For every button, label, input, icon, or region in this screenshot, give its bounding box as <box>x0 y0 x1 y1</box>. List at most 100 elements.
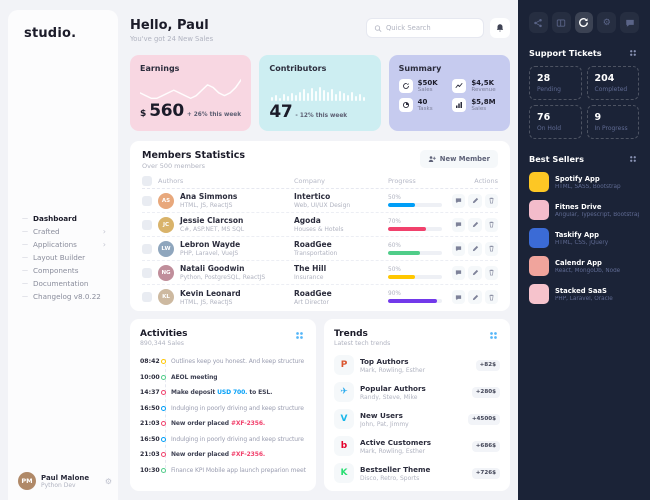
activities-menu-button[interactable] <box>293 329 306 342</box>
action-edit-button[interactable] <box>468 241 482 256</box>
bestseller-item: Stacked SaaS PHP, Laravel, Oracle <box>529 284 639 304</box>
sidebar-item-applications[interactable]: — Applications › <box>22 238 112 251</box>
tickets-menu-button[interactable] <box>627 47 639 59</box>
summary-grid: $50K Sales $4,5K Revenue 40 Tasks $5,8M Sale… <box>398 79 500 112</box>
action-message-button[interactable] <box>452 241 466 256</box>
row-checkbox[interactable] <box>142 219 152 230</box>
sidebar-item-label: Components <box>33 266 79 275</box>
sidebar-item-components[interactable]: — Components <box>22 264 112 277</box>
avatar: KL <box>158 289 174 305</box>
action-delete-button[interactable] <box>484 193 498 208</box>
activity-link[interactable]: USD 700. <box>217 389 248 397</box>
summary-label: Revenue <box>471 87 496 93</box>
sidebar-item-layout-builder[interactable]: — Layout Builder <box>22 251 112 264</box>
dash-icon: — <box>22 293 28 300</box>
summary-item: $4,5K Revenue <box>452 79 500 93</box>
action-message-button[interactable] <box>452 290 466 304</box>
activity-text: Make deposit USD 700. to ESL. <box>171 389 272 396</box>
row-checkbox[interactable] <box>142 195 152 206</box>
profile-name: Paul Malone <box>41 473 90 482</box>
bestseller-item: Taskify App HTML, CSS, jQuery <box>529 228 639 248</box>
progress-label: 50% <box>388 194 401 201</box>
progress-bar <box>388 274 415 279</box>
action-delete-button[interactable] <box>484 241 498 256</box>
sidebar-item-label: Layout Builder <box>33 253 86 262</box>
author-cell: JC Jessie Clarcson C#, ASP.NET, MS SQL <box>158 216 294 233</box>
bestsellers-header: Best Sellers <box>529 153 639 165</box>
sidebar-item-documentation[interactable]: — Documentation <box>22 277 112 290</box>
search-input[interactable] <box>385 24 476 32</box>
table-header: Authors Company Progress Actions <box>142 174 498 189</box>
action-message-button[interactable] <box>452 193 466 208</box>
summary-label: Sales <box>417 87 433 93</box>
notifications-button[interactable] <box>490 18 510 38</box>
icon-glyph: V <box>340 414 348 424</box>
ticket-count: 9 <box>594 112 602 123</box>
dash-icon: — <box>22 254 28 261</box>
activities-title: Activities <box>140 329 188 339</box>
sidebar-item-crafted[interactable]: — Crafted › <box>22 225 112 238</box>
product-title[interactable]: Stacked SaaS <box>555 286 607 295</box>
panel-tab-layout[interactable] <box>551 12 571 33</box>
company-cell: Intertico Web, UI/UX Design <box>294 192 388 209</box>
action-edit-button[interactable] <box>468 265 482 280</box>
profile-settings-button[interactable]: ⚙ <box>105 477 112 486</box>
action-delete-button[interactable] <box>484 290 498 304</box>
product-title[interactable]: Calendr App <box>555 258 602 267</box>
row-checkbox[interactable] <box>142 267 152 278</box>
earnings-value: $ 560 + 26% this week <box>140 101 241 121</box>
progress-cell: 90% <box>388 291 452 303</box>
action-edit-button[interactable] <box>468 217 482 232</box>
panel-tab-share[interactable] <box>529 12 548 33</box>
company-industry: Houses & Hotels <box>294 226 344 233</box>
avatar: AS <box>158 192 174 209</box>
product-title[interactable]: Spotify App <box>555 174 600 183</box>
trend-subtitle: Mark, Rowling, Esther <box>360 447 426 455</box>
action-edit-button[interactable] <box>468 290 482 304</box>
sidebar-item-dashboard[interactable]: — Dashboard <box>22 212 112 225</box>
trend-badge: +280$ <box>471 386 500 398</box>
avatar-initials: AS <box>161 197 171 204</box>
action-delete-button[interactable] <box>484 265 498 280</box>
trend-item: ✈ Popular Authors Randy, Steve, Mike +280… <box>334 382 500 402</box>
contributors-barchart <box>269 77 370 101</box>
action-edit-button[interactable] <box>468 193 482 208</box>
sidebar-item-changelog[interactable]: — Changelog v8.0.22 <box>22 290 112 303</box>
new-member-button[interactable]: New Member <box>419 150 498 168</box>
avatar: PM <box>18 472 36 490</box>
product-title[interactable]: Taskify App <box>555 230 599 239</box>
sidebar-item-label: Changelog v8.0.22 <box>33 292 101 301</box>
panel-tab-settings[interactable]: ⚙ <box>597 12 617 33</box>
activity-link[interactable]: #XF-2356. <box>230 451 266 459</box>
select-all-checkbox[interactable] <box>142 176 152 186</box>
summary-label: Tasks <box>417 106 433 112</box>
activities-card: Activities 890,344 Sales 08:42 Outlines k… <box>130 319 316 491</box>
product-title[interactable]: Fitnes Drive <box>555 202 602 211</box>
row-checkbox[interactable] <box>142 243 152 254</box>
activity-time: 08:42 <box>140 358 160 366</box>
summary-item: $50K Sales <box>398 79 447 93</box>
trends-menu-button[interactable] <box>487 329 500 342</box>
company-name: Intertico <box>294 192 331 201</box>
logo[interactable]: studio. <box>24 26 77 41</box>
action-delete-button[interactable] <box>484 217 498 232</box>
action-message-button[interactable] <box>452 217 466 232</box>
activity-text: Indulging in poorly driving and keep str… <box>171 436 306 443</box>
bestsellers-menu-button[interactable] <box>627 153 639 165</box>
trend-subtitle: Mark, Rowling, Esther <box>360 366 426 374</box>
row-checkbox[interactable] <box>142 292 152 302</box>
activity-link[interactable]: #XF-2356. <box>230 420 266 428</box>
pencil-icon <box>472 245 478 252</box>
share-icon <box>534 18 543 27</box>
company-cell: The Hill Insurance <box>294 264 388 281</box>
activity-text: Outlines keep you honest. And keep struc… <box>171 358 304 365</box>
progress-bar <box>388 226 426 231</box>
avatar-initials: LW <box>161 245 171 252</box>
tickets-header: Support Tickets <box>529 47 639 59</box>
panel-tab-chat[interactable] <box>620 12 639 33</box>
action-message-button[interactable] <box>452 265 466 280</box>
sync-icon <box>579 18 589 27</box>
author-skills: Python, PostgreSQL, ReactJS <box>180 274 266 281</box>
user-profile: PM Paul Malone Python Dev ⚙ <box>18 472 112 490</box>
panel-tab-sync[interactable] <box>574 12 594 33</box>
